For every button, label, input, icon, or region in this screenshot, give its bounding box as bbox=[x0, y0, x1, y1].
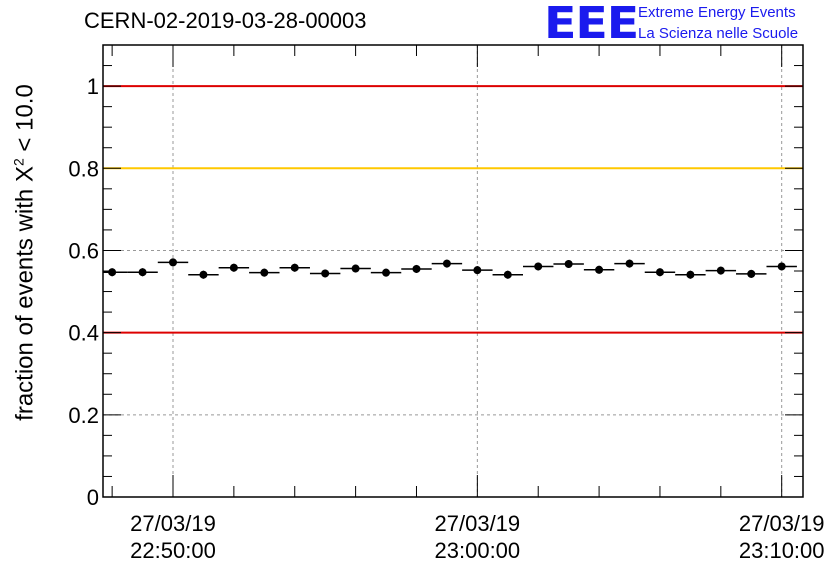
data-point bbox=[290, 263, 299, 272]
data-point bbox=[229, 263, 238, 272]
y-tick-label: 0.2 bbox=[68, 403, 99, 428]
data-point bbox=[534, 262, 543, 271]
data-point bbox=[442, 259, 451, 268]
data-point bbox=[564, 260, 573, 269]
logo-line-2: La Scienza nelle Scuole bbox=[638, 25, 799, 42]
data-point bbox=[625, 259, 634, 268]
logo-mark: EEE bbox=[544, 0, 639, 49]
x-tick-label-time: 23:10:00 bbox=[739, 538, 825, 563]
data-point bbox=[747, 269, 756, 278]
x-tick-label-time: 22:50:00 bbox=[130, 538, 216, 563]
chart-title: CERN-02-2019-03-28-00003 bbox=[84, 8, 367, 33]
plot-frame bbox=[102, 44, 804, 498]
data-point bbox=[686, 270, 695, 279]
x-tick-label-time: 23:00:00 bbox=[435, 538, 521, 563]
data-point bbox=[169, 258, 177, 267]
y-tick-label: 0.6 bbox=[68, 238, 99, 263]
x-tick-label-date: 27/03/19 bbox=[130, 511, 216, 536]
data-point bbox=[655, 268, 664, 277]
y-tick-label: 0.8 bbox=[68, 156, 99, 181]
data-point bbox=[321, 269, 330, 278]
data-point bbox=[716, 266, 725, 275]
data-point bbox=[595, 265, 604, 274]
data-point bbox=[199, 270, 208, 279]
logo-line-1: Extreme Energy Events bbox=[638, 4, 796, 21]
x-tick-label-date: 27/03/19 bbox=[739, 511, 825, 536]
data-point bbox=[503, 270, 512, 279]
x-tick-label-date: 27/03/19 bbox=[435, 511, 521, 536]
data-point bbox=[412, 264, 421, 273]
data-point bbox=[777, 262, 786, 271]
y-tick-label: 1 bbox=[87, 74, 99, 99]
data-point bbox=[138, 268, 147, 277]
data-point bbox=[382, 268, 391, 277]
data-point bbox=[260, 268, 269, 277]
y-tick-label: 0.4 bbox=[68, 321, 99, 346]
data-point bbox=[473, 266, 482, 275]
data-point bbox=[108, 268, 117, 277]
y-tick-label: 0 bbox=[87, 485, 99, 510]
data-point bbox=[351, 264, 360, 273]
